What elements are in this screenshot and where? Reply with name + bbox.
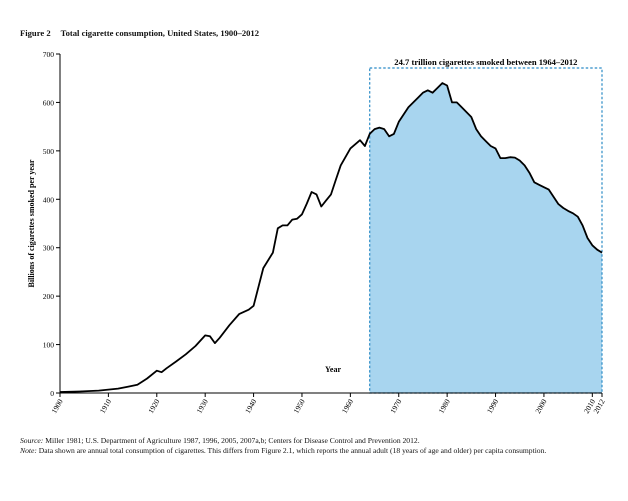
x-tick-label: 1970 (388, 397, 403, 415)
y-tick-label: 700 (43, 50, 55, 59)
x-tick-label: 1910 (98, 397, 113, 415)
note-text: Data shown are annual total consumption … (38, 446, 547, 455)
figure-number: Figure 2 (20, 28, 51, 38)
figure-title: Figure 2 Total cigarette consumption, Un… (20, 28, 259, 38)
source-label: Source: (20, 436, 44, 445)
y-tick-label: 100 (43, 341, 55, 350)
x-tick-label: 1940 (243, 397, 258, 415)
y-tick-label: 500 (43, 147, 55, 156)
y-tick-label: 200 (43, 292, 55, 301)
figure-title-text: Total cigarette consumption, United Stat… (60, 28, 260, 38)
x-tick-label: 2000 (533, 397, 548, 415)
source-line: Source: Miller 1981; U.S. Department of … (20, 436, 605, 446)
x-tick-label: 1980 (437, 397, 452, 415)
x-tick-label: 1930 (195, 397, 210, 415)
x-tick-label: 1950 (291, 397, 306, 415)
y-axis-title: Billions of cigarettes smoked per year (27, 159, 36, 287)
y-tick-label: 0 (50, 389, 54, 398)
x-tick-label: 1900 (49, 397, 64, 415)
consumption-line (59, 82, 603, 393)
shaded-area-1964-2012 (369, 83, 602, 393)
annotation-label: 24.7 trillion cigarettes smoked between … (394, 57, 577, 67)
x-tick-label: 1920 (146, 397, 161, 415)
x-tick-label: 1960 (340, 397, 355, 415)
y-tick-label: 600 (43, 98, 55, 107)
x-tick-label: 1990 (485, 397, 500, 415)
x-axis-title: Year (325, 365, 341, 374)
note-line: Note: Data shown are annual total consum… (20, 446, 605, 456)
source-text: Miller 1981; U.S. Department of Agricult… (45, 436, 420, 445)
y-tick-label: 400 (43, 195, 55, 204)
x-tick-label: 2012 (591, 397, 606, 415)
figure-footer: Source: Miller 1981; U.S. Department of … (20, 436, 605, 456)
note-label: Note: (20, 446, 37, 455)
y-tick-label: 300 (43, 244, 55, 253)
